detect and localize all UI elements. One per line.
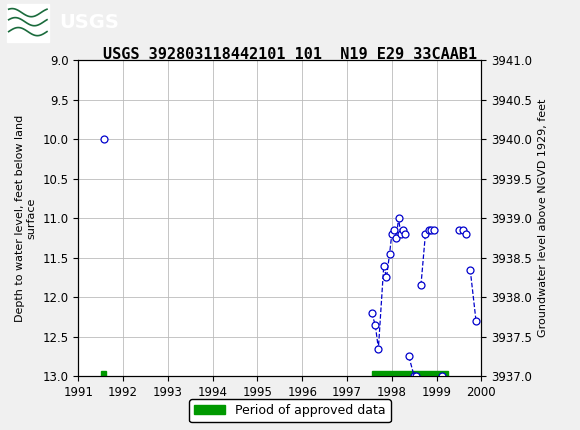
Bar bbox=[101, 371, 106, 381]
FancyBboxPatch shape bbox=[7, 3, 49, 42]
Y-axis label: Groundwater level above NGVD 1929, feet: Groundwater level above NGVD 1929, feet bbox=[538, 99, 548, 338]
Text: USGS 392803118442101 101  N19 E29 33CAAB1: USGS 392803118442101 101 N19 E29 33CAAB1 bbox=[103, 47, 477, 62]
Bar bbox=[372, 371, 448, 381]
Y-axis label: Depth to water level, feet below land
surface: Depth to water level, feet below land su… bbox=[15, 115, 37, 322]
Text: USGS: USGS bbox=[59, 13, 119, 32]
Legend: Period of approved data: Period of approved data bbox=[189, 399, 391, 422]
